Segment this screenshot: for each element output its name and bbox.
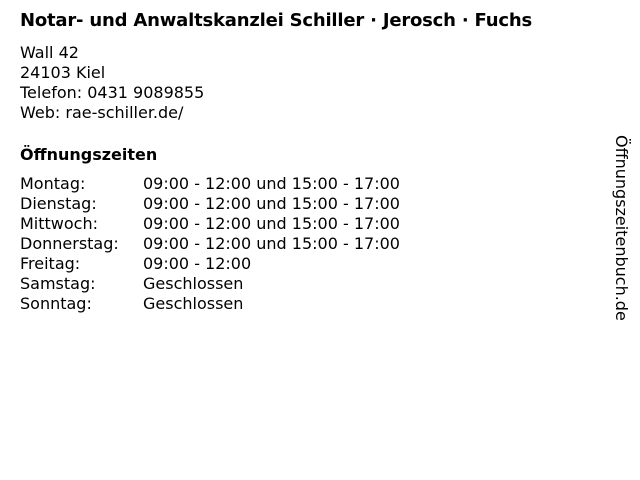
watermark-text: Öffnungszeitenbuch.de — [612, 135, 631, 321]
day: Mittwoch: — [20, 214, 98, 233]
time: Geschlossen — [143, 294, 244, 313]
day: Donnerstag: — [20, 234, 119, 253]
website: Web: rae-schiller.de/ — [20, 103, 184, 122]
time: 09:00 - 12:00 und 15:00 - 17:00 — [143, 174, 400, 193]
phone: Telefon: 0431 9089855 — [20, 83, 205, 102]
time: 09:00 - 12:00 und 15:00 - 17:00 — [143, 214, 400, 233]
hours-heading: Öffnungszeiten — [20, 145, 158, 164]
address-block: Wall 42 24103 Kiel Telefon: 0431 9089855… — [20, 43, 204, 123]
day: Dienstag: — [20, 194, 97, 213]
city: 24103 Kiel — [20, 63, 106, 82]
time: 09:00 - 12:00 und 15:00 - 17:00 — [143, 234, 400, 253]
time: 09:00 - 12:00 — [143, 254, 252, 273]
day: Montag: — [20, 174, 86, 193]
day: Sonntag: — [20, 294, 92, 313]
street: Wall 42 — [20, 43, 79, 62]
time: Geschlossen — [143, 274, 244, 293]
day: Freitag: — [20, 254, 81, 273]
day: Samstag: — [20, 274, 96, 293]
page-title: Notar- und Anwaltskanzlei Schiller · Jer… — [20, 10, 532, 31]
time: 09:00 - 12:00 und 15:00 - 17:00 — [143, 194, 400, 213]
